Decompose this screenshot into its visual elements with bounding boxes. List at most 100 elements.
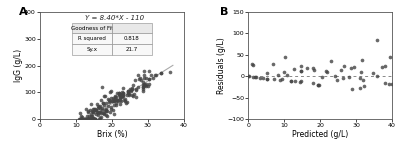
Point bbox=[104, 114, 110, 117]
Point bbox=[113, 96, 120, 98]
Point bbox=[119, 96, 126, 98]
Point bbox=[90, 118, 96, 120]
Point bbox=[91, 108, 97, 111]
Point bbox=[92, 109, 98, 112]
Point bbox=[129, 94, 136, 96]
Point bbox=[97, 111, 104, 113]
Point bbox=[88, 112, 94, 115]
Point bbox=[116, 92, 122, 94]
Point bbox=[123, 102, 130, 104]
Point bbox=[379, 65, 385, 68]
Point bbox=[204, 66, 210, 69]
Point bbox=[203, 70, 209, 72]
Point bbox=[89, 118, 95, 120]
Point bbox=[100, 102, 106, 104]
Point bbox=[115, 100, 122, 102]
Point bbox=[122, 100, 128, 102]
Point bbox=[139, 86, 146, 89]
Point bbox=[120, 92, 126, 94]
Point bbox=[114, 99, 120, 101]
Point bbox=[89, 110, 96, 113]
Point bbox=[252, 76, 258, 78]
Point bbox=[200, 70, 206, 72]
Point bbox=[388, 83, 395, 85]
Point bbox=[136, 78, 142, 80]
Point bbox=[88, 117, 94, 120]
Point bbox=[221, 72, 228, 75]
Point bbox=[110, 113, 117, 115]
Point bbox=[126, 93, 132, 95]
Point bbox=[260, 77, 266, 79]
Point bbox=[119, 91, 126, 93]
Point bbox=[87, 118, 93, 120]
Point bbox=[126, 94, 133, 97]
Point bbox=[194, 69, 200, 71]
Point bbox=[264, 72, 270, 74]
Point bbox=[75, 118, 82, 120]
Point bbox=[94, 111, 100, 114]
Point bbox=[106, 101, 112, 103]
Point bbox=[116, 93, 122, 96]
Point bbox=[110, 109, 117, 111]
Point bbox=[167, 71, 173, 73]
Point bbox=[311, 69, 317, 71]
Point bbox=[97, 117, 104, 119]
Point bbox=[86, 118, 92, 120]
Point bbox=[104, 109, 110, 112]
Point bbox=[93, 109, 100, 111]
Point bbox=[264, 77, 270, 80]
Point bbox=[77, 115, 84, 117]
Point bbox=[239, 58, 245, 60]
Point bbox=[256, 76, 263, 79]
Point bbox=[82, 118, 89, 120]
Point bbox=[103, 108, 110, 110]
Point bbox=[140, 84, 147, 86]
Point bbox=[93, 113, 99, 115]
Point bbox=[327, 60, 334, 62]
Point bbox=[131, 93, 137, 96]
Point bbox=[93, 109, 100, 112]
Point bbox=[96, 105, 103, 107]
Point bbox=[117, 98, 123, 101]
Point bbox=[128, 88, 135, 90]
Point bbox=[82, 118, 88, 120]
Point bbox=[101, 95, 107, 98]
Point bbox=[185, 68, 191, 70]
Point bbox=[282, 55, 288, 58]
Point bbox=[94, 102, 100, 105]
Point bbox=[88, 103, 94, 105]
Point bbox=[124, 92, 131, 94]
Point bbox=[106, 111, 113, 114]
Point bbox=[315, 83, 322, 86]
Point bbox=[116, 103, 123, 105]
Point bbox=[359, 59, 365, 61]
Y-axis label: IgG (g/L): IgG (g/L) bbox=[14, 49, 23, 82]
Point bbox=[186, 58, 192, 60]
Point bbox=[108, 100, 115, 102]
Point bbox=[98, 116, 104, 118]
Point bbox=[103, 109, 109, 111]
Point bbox=[84, 118, 90, 120]
Point bbox=[141, 73, 148, 76]
Point bbox=[298, 65, 304, 67]
Point bbox=[140, 70, 147, 72]
Point bbox=[85, 118, 91, 120]
Point bbox=[124, 91, 131, 93]
Text: A: A bbox=[18, 7, 27, 17]
Point bbox=[85, 118, 92, 120]
Point bbox=[288, 80, 294, 83]
Point bbox=[79, 116, 85, 118]
Point bbox=[334, 79, 340, 81]
Point bbox=[188, 68, 195, 71]
Point bbox=[138, 79, 144, 82]
Point bbox=[117, 96, 123, 99]
Point bbox=[304, 67, 310, 69]
Point bbox=[78, 118, 85, 120]
Point bbox=[153, 74, 160, 76]
Point bbox=[315, 83, 322, 86]
X-axis label: Predicted (g/L): Predicted (g/L) bbox=[292, 130, 348, 139]
Point bbox=[341, 65, 348, 67]
Point bbox=[116, 91, 122, 94]
Point bbox=[322, 70, 329, 72]
Point bbox=[128, 88, 134, 91]
